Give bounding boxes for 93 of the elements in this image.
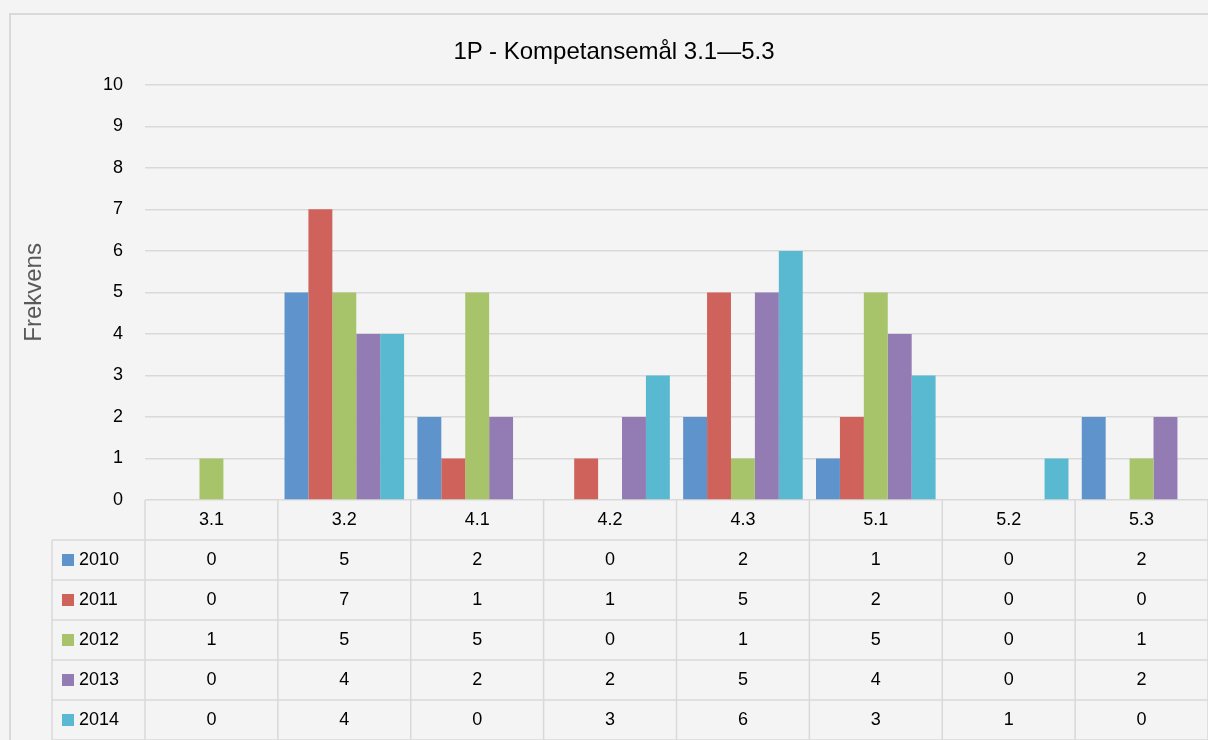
- y-tick-label: 10: [102, 73, 123, 94]
- bar: [417, 416, 442, 500]
- data-label: 0: [605, 548, 616, 569]
- bar: [1129, 458, 1154, 500]
- data-label: 6: [737, 708, 748, 729]
- x-tick-label: 4.2: [597, 508, 623, 529]
- bar: [574, 458, 599, 500]
- y-tick-label: 7: [112, 198, 123, 219]
- bar: [380, 333, 405, 500]
- bar: [839, 416, 864, 500]
- bar: [1081, 416, 1106, 500]
- data-label: 5: [870, 628, 881, 649]
- bar: [465, 292, 490, 500]
- data-label: 2: [737, 548, 748, 569]
- data-label: 0: [1003, 668, 1014, 689]
- data-label: 0: [1136, 708, 1147, 729]
- data-label: 5: [737, 588, 748, 609]
- data-label: 1: [1003, 708, 1014, 729]
- bar: [356, 333, 381, 500]
- y-axis-title: Frekvens: [19, 243, 47, 342]
- bar: [622, 416, 646, 500]
- data-label: 0: [206, 668, 217, 689]
- data-label: 0: [605, 628, 616, 649]
- bar: [683, 416, 708, 500]
- data-label: 7: [339, 588, 350, 609]
- bar: [816, 458, 840, 500]
- legend-label: 2014: [79, 708, 120, 729]
- y-tick-label: 3: [112, 364, 123, 385]
- data-label: 2: [1136, 548, 1147, 569]
- bar: [754, 292, 779, 500]
- y-tick-label: 1: [112, 447, 123, 468]
- bar: [730, 458, 755, 500]
- legend-label: 2010: [79, 548, 120, 569]
- y-tick-label: 4: [112, 322, 123, 343]
- bar: [308, 209, 333, 500]
- data-label: 5: [737, 668, 748, 689]
- data-label: 2: [605, 668, 616, 689]
- data-label: 4: [870, 668, 881, 689]
- x-tick-label: 5.2: [996, 508, 1022, 529]
- bar: [887, 333, 912, 500]
- y-tick-label: 9: [112, 115, 123, 136]
- chart-title: 1P - Kompetansemål 3.1—5.3: [453, 37, 775, 65]
- y-tick-label: 8: [112, 156, 123, 177]
- y-tick-label: 6: [112, 239, 123, 260]
- data-label: 0: [206, 708, 217, 729]
- bar: [332, 292, 357, 500]
- data-label: 5: [472, 628, 483, 649]
- data-label: 0: [1003, 628, 1014, 649]
- data-label: 2: [472, 548, 483, 569]
- bar: [778, 250, 803, 500]
- data-label: 1: [870, 548, 881, 569]
- bar: [707, 292, 731, 500]
- data-label: 0: [472, 708, 483, 729]
- y-tick-label: 0: [112, 488, 123, 509]
- data-label: 2: [472, 668, 483, 689]
- data-label: 3: [870, 708, 881, 729]
- data-label: 2: [870, 588, 881, 609]
- legend-label: 2012: [79, 628, 120, 649]
- bar: [284, 292, 309, 500]
- data-label: 4: [339, 668, 350, 689]
- x-tick-label: 4.3: [730, 508, 756, 529]
- data-label: 5: [339, 548, 350, 569]
- data-label: 4: [339, 708, 350, 729]
- data-label: 2: [1136, 668, 1147, 689]
- legend-label: 2013: [79, 668, 120, 689]
- bar: [1044, 458, 1069, 500]
- bar: [911, 375, 936, 500]
- data-label: 1: [1136, 628, 1147, 649]
- data-label: 1: [737, 628, 748, 649]
- bar: [199, 458, 224, 500]
- data-label: 1: [206, 628, 217, 649]
- data-label: 0: [1003, 548, 1014, 569]
- data-label: 0: [1003, 588, 1014, 609]
- y-tick-label: 2: [112, 405, 123, 426]
- x-tick-label: 5.1: [863, 508, 889, 529]
- legend-label: 2011: [79, 588, 118, 609]
- data-label: 1: [472, 588, 483, 609]
- x-tick-label: 4.1: [464, 508, 490, 529]
- bar: [489, 416, 514, 500]
- bar: [863, 292, 888, 500]
- data-label: 0: [206, 548, 217, 569]
- x-tick-label: 3.1: [198, 508, 224, 529]
- data-label: 1: [605, 588, 616, 609]
- data-label: 0: [1136, 588, 1147, 609]
- bar: [441, 458, 466, 500]
- data-label: 5: [339, 628, 350, 649]
- data-label: 3: [605, 708, 616, 729]
- data-label: 0: [206, 588, 217, 609]
- x-tick-label: 5.3: [1129, 508, 1155, 529]
- x-tick-label: 3.2: [331, 508, 357, 529]
- bar: [645, 375, 670, 500]
- y-tick-label: 5: [112, 281, 123, 302]
- bar: [1153, 416, 1178, 500]
